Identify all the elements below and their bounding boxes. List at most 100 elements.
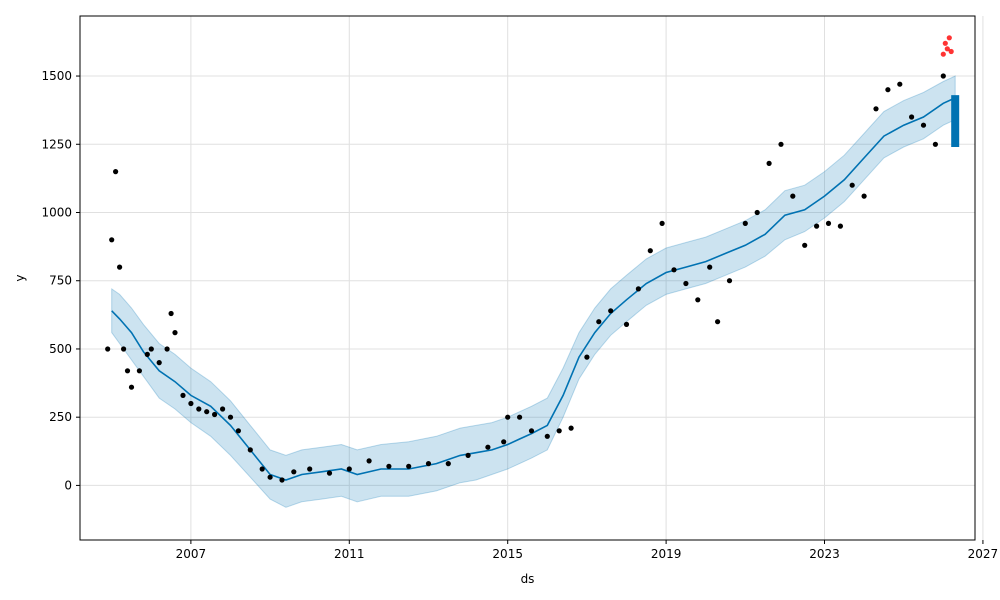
observed-point xyxy=(778,141,784,147)
observed-point xyxy=(172,330,178,336)
observed-point xyxy=(117,264,123,270)
observed-point xyxy=(608,308,614,314)
observed-points xyxy=(105,73,946,483)
observed-point xyxy=(196,406,202,412)
recent-point xyxy=(940,51,946,57)
x-tick-label: 2023 xyxy=(809,547,840,561)
observed-point xyxy=(113,169,119,175)
observed-point xyxy=(136,368,142,374)
observed-point xyxy=(849,182,855,188)
observed-point xyxy=(715,319,721,325)
observed-point xyxy=(212,411,218,418)
observed-point xyxy=(465,452,471,458)
observed-point xyxy=(695,297,701,303)
observed-point xyxy=(148,346,154,352)
observed-point xyxy=(726,278,733,284)
observed-point xyxy=(742,220,748,226)
observed-point xyxy=(144,351,150,357)
observed-point xyxy=(156,360,162,366)
y-tick-label: 500 xyxy=(49,342,72,356)
observed-point xyxy=(596,319,602,325)
observed-point xyxy=(568,425,574,431)
observed-point xyxy=(204,409,210,415)
observed-point xyxy=(109,237,115,243)
observed-point xyxy=(683,280,689,287)
x-tick-label: 2015 xyxy=(492,547,523,561)
x-axis-label: ds xyxy=(521,572,535,586)
forecast-line xyxy=(111,97,956,481)
observed-point xyxy=(707,264,713,270)
recent-point xyxy=(946,35,952,41)
recent-point xyxy=(948,48,954,55)
x-tick-label: 2027 xyxy=(968,547,999,561)
observed-point xyxy=(920,122,927,128)
observed-point xyxy=(188,400,194,407)
recent-point xyxy=(944,46,950,52)
observed-point xyxy=(307,466,313,472)
observed-point xyxy=(766,160,772,166)
grid-lines xyxy=(80,16,984,540)
observed-point xyxy=(556,428,562,434)
observed-point xyxy=(671,267,677,273)
forecast-horizon-bar xyxy=(951,95,960,147)
observed-point xyxy=(386,463,392,469)
observed-point xyxy=(279,477,285,483)
x-axis-ticks: 2007 2011 2015 2019 2023 2027 xyxy=(176,540,999,561)
observed-point xyxy=(326,470,333,476)
observed-point xyxy=(445,461,451,467)
observed-point xyxy=(940,73,946,79)
observed-point xyxy=(124,368,131,374)
observed-point xyxy=(220,406,226,412)
observed-point xyxy=(485,444,491,450)
observed-point xyxy=(544,433,550,439)
observed-point xyxy=(584,354,590,360)
observed-point xyxy=(814,223,820,229)
observed-point xyxy=(909,114,915,120)
observed-point xyxy=(802,242,808,248)
observed-point xyxy=(885,87,891,93)
recent-point xyxy=(942,40,948,46)
observed-point xyxy=(517,414,523,420)
observed-point xyxy=(861,193,867,199)
y-axis-label: y xyxy=(13,274,27,281)
y-tick-label: 1250 xyxy=(41,137,72,151)
observed-point xyxy=(501,439,507,445)
observed-point xyxy=(406,463,412,469)
forecast-line-group xyxy=(111,95,960,481)
y-tick-label: 1000 xyxy=(41,206,72,220)
observed-point xyxy=(180,392,186,398)
observed-point xyxy=(790,193,796,199)
observed-point xyxy=(121,346,127,352)
observed-point xyxy=(164,346,170,352)
observed-point xyxy=(825,220,832,226)
observed-point xyxy=(235,428,241,434)
y-tick-label: 750 xyxy=(49,274,72,288)
y-tick-label: 0 xyxy=(64,478,72,492)
y-tick-label: 1500 xyxy=(41,69,72,83)
observed-point xyxy=(932,141,939,147)
y-tick-label: 250 xyxy=(49,410,72,424)
observed-point xyxy=(168,310,174,317)
observed-point xyxy=(635,286,642,292)
recent-points xyxy=(940,35,954,57)
observed-point xyxy=(128,384,135,390)
uncertainty-area xyxy=(111,75,956,508)
observed-point xyxy=(267,474,273,480)
x-tick-label: 2019 xyxy=(651,547,682,561)
observed-point xyxy=(659,220,665,226)
observed-point xyxy=(528,428,535,434)
observed-point xyxy=(366,458,372,464)
x-tick-label: 2011 xyxy=(334,547,365,561)
observed-point xyxy=(291,469,297,475)
plot-frame xyxy=(79,15,976,541)
y-axis-ticks: 0 250 500 750 1000 1250 1500 xyxy=(41,69,80,492)
observed-point xyxy=(647,248,653,254)
observed-point xyxy=(505,414,511,420)
observed-point xyxy=(897,81,903,87)
observed-point xyxy=(873,106,879,112)
observed-point xyxy=(346,466,352,472)
observed-point xyxy=(425,461,432,467)
uncertainty-band xyxy=(111,75,956,508)
observed-point xyxy=(105,346,111,352)
